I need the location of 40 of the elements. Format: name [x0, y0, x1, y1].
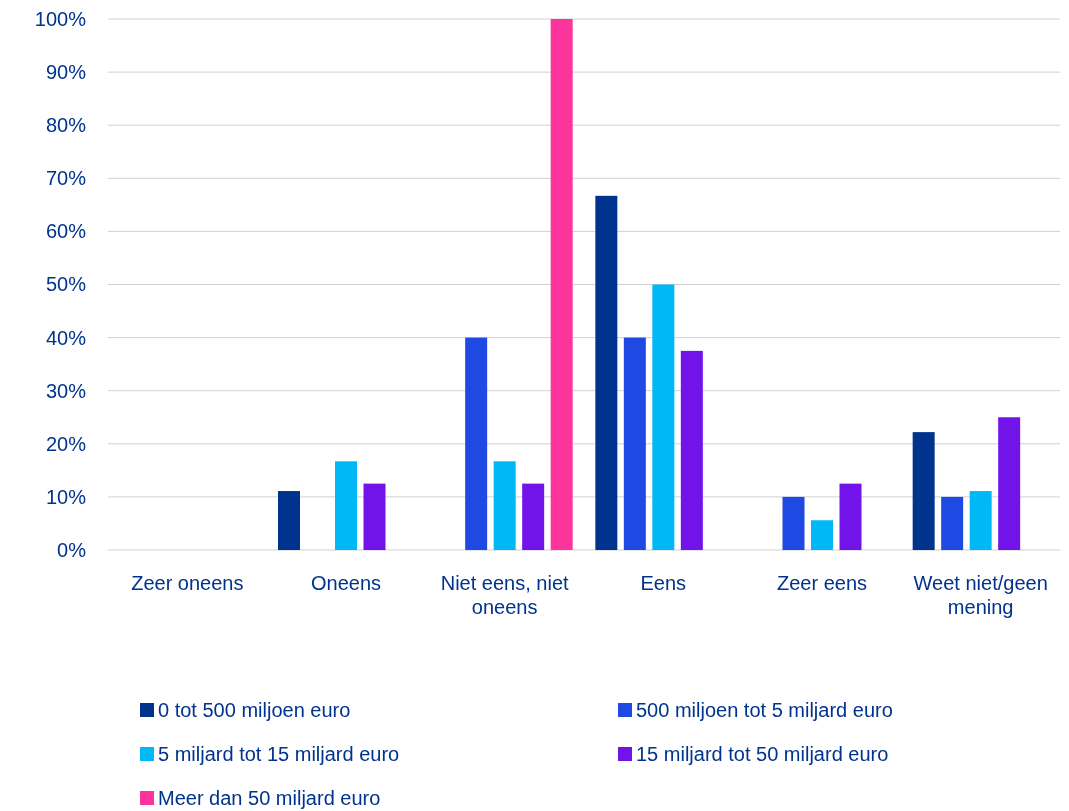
x-tick-label: Niet eens, niet oneens: [440, 572, 570, 618]
bar: [623, 337, 646, 550]
y-tick-label: 100%: [34, 7, 87, 30]
y-tick-label: 80%: [45, 114, 87, 137]
bar: [595, 195, 618, 550]
legend-label: 500 miljoen tot 5 miljard euro: [636, 699, 893, 721]
y-tick-label: 10%: [45, 485, 87, 508]
bar: [652, 284, 675, 550]
bar: [522, 483, 545, 550]
bar: [839, 483, 862, 550]
legend-label: 5 miljard tot 15 miljard euro: [158, 743, 400, 765]
bar: [912, 432, 935, 550]
y-tick-label: 40%: [45, 326, 87, 349]
bar: [782, 496, 805, 550]
bar: [278, 491, 300, 550]
x-tick-label: Zeer oneens: [131, 572, 244, 594]
bar: [465, 337, 488, 550]
bar: [969, 491, 992, 550]
legend-label: 15 miljard tot 50 miljard euro: [636, 743, 889, 765]
bar: [941, 496, 964, 550]
y-tick-label: 90%: [45, 61, 87, 83]
bar: [363, 483, 386, 550]
y-tick-label: 20%: [45, 432, 87, 455]
legend-label: 0 tot 500 miljoen euro: [158, 699, 351, 721]
y-tick-label: 0%: [57, 538, 87, 561]
legend-label: Meer dan 50 miljard euro: [158, 787, 381, 809]
bar: [550, 19, 573, 550]
y-tick-label: 70%: [45, 167, 87, 190]
bar: [680, 350, 703, 550]
bar: [493, 461, 516, 550]
bar: [335, 461, 357, 550]
x-tick-label: Weet niet/geen mening: [913, 572, 1048, 618]
y-tick-label: 50%: [45, 273, 87, 296]
x-tick-label: Oneens: [310, 572, 382, 594]
x-tick-label: Eens: [640, 572, 687, 594]
bar: [811, 520, 833, 550]
bar: [998, 417, 1021, 550]
x-tick-label: Zeer eens: [776, 572, 868, 594]
y-tick-label: 60%: [45, 220, 87, 243]
y-tick-label: 30%: [45, 379, 87, 402]
